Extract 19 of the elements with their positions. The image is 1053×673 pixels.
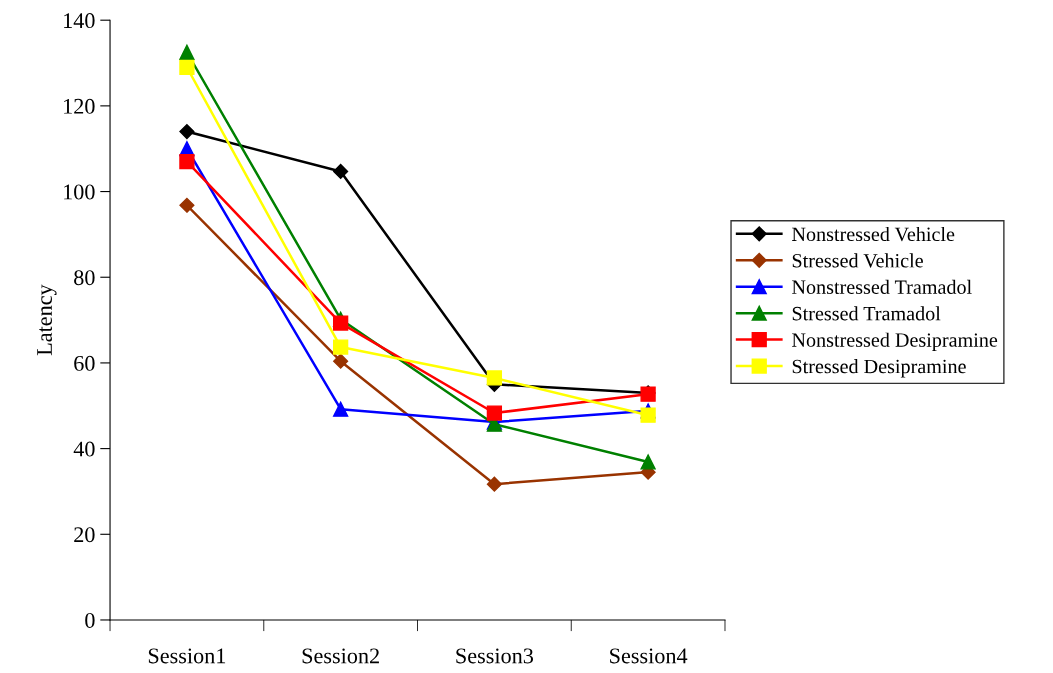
y-tick-label: 0 — [85, 612, 95, 628]
x-tick-label: Session3 — [456, 648, 534, 664]
y-tick-label: 60 — [74, 355, 95, 371]
legend-label: Nonstressed Desipramine — [792, 332, 998, 351]
y-tick-label: 120 — [64, 98, 95, 114]
legend-label: Nonstressed Tramadol — [792, 279, 972, 294]
y-tick-label: 20 — [74, 527, 95, 543]
x-tick-label: Session2 — [302, 648, 379, 664]
y-tick-label: 100 — [64, 184, 95, 200]
y-tick-label: 40 — [73, 441, 95, 457]
x-tick-label: Session1 — [148, 648, 226, 664]
legend-label: Nonstressed Vehicle — [792, 226, 955, 242]
y-axis-title: Latency — [37, 284, 57, 356]
legend-label: Stressed Vehicle — [792, 253, 923, 268]
x-tick-label: Session4 — [610, 648, 688, 664]
legend-label: Stressed Desipramine — [792, 359, 966, 378]
legend-label: Stressed Tramadol — [792, 306, 941, 321]
y-tick-label: 80 — [74, 270, 95, 286]
y-tick-label: 140 — [64, 13, 95, 29]
